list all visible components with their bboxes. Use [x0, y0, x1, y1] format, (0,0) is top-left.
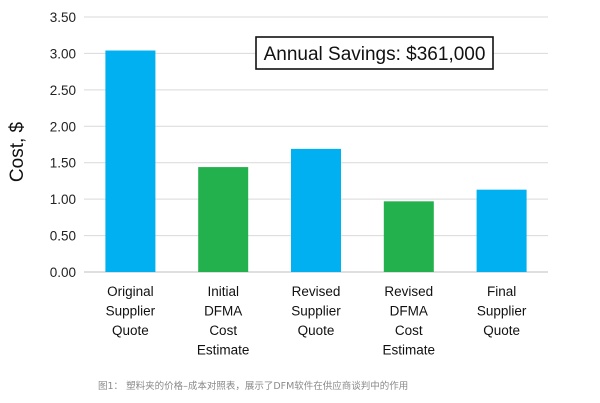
x-category-label: DFMA	[390, 304, 428, 319]
bar	[291, 148, 341, 272]
x-category-label: Final	[487, 284, 516, 299]
annotation-box: Annual Savings: $361,000	[255, 36, 494, 70]
bar	[105, 50, 156, 273]
y-tick-label: 2.00	[50, 119, 76, 134]
x-category-label: Original	[107, 284, 154, 299]
bar	[476, 189, 527, 272]
bar	[383, 201, 434, 272]
y-tick-label: 3.00	[50, 46, 76, 61]
y-tick-label: 2.50	[50, 83, 76, 98]
x-category-label: Supplier	[291, 304, 341, 319]
x-category-label: Cost	[395, 323, 423, 338]
y-axis: 0.00 0.50 1.00 1.50 2.00 2.50 3.00 3.50	[50, 10, 76, 280]
x-category-label: Supplier	[106, 304, 156, 319]
y-axis-label: Cost, $	[7, 121, 28, 182]
y-tick-label: 0.00	[50, 265, 76, 280]
x-category-label: Revised	[384, 284, 433, 299]
x-axis-category-labels: Original Supplier Quote Initial DFMA Cost Esti…	[106, 284, 527, 358]
x-category-label: DFMA	[204, 304, 242, 319]
y-tick-label: 0.50	[50, 229, 76, 244]
annotation-text: Annual Savings: $361,000	[264, 44, 486, 65]
bar	[198, 167, 249, 272]
x-category-label: Revised	[292, 284, 341, 299]
y-tick-label: 1.50	[50, 156, 76, 171]
bars	[105, 50, 527, 273]
x-category-label: Quote	[483, 323, 520, 338]
x-category-label: Supplier	[477, 304, 527, 319]
x-category-label: Quote	[112, 323, 149, 338]
x-category-label: Quote	[298, 323, 335, 338]
annotation-border	[255, 36, 494, 70]
x-category-label: Cost	[209, 323, 237, 338]
x-category-label: Estimate	[383, 343, 436, 358]
figure-caption: 图1： 塑料夹的价格–成本对照表，展示了DFM软件在供应商谈判中的作用	[98, 380, 408, 392]
x-category-label: Estimate	[197, 343, 250, 358]
y-tick-label: 3.50	[50, 10, 76, 25]
y-tick-label: 1.00	[50, 192, 76, 207]
x-category-label: Initial	[207, 284, 239, 299]
